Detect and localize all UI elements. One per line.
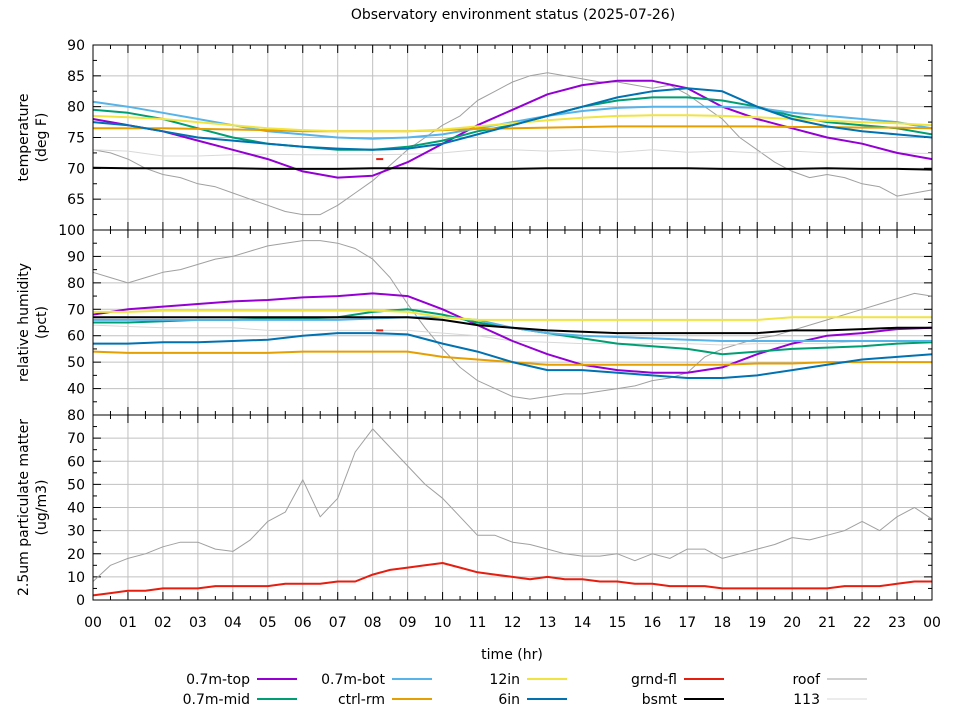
legend-item: 0.7m-bot — [321, 672, 432, 688]
y-tick-label: 70 — [67, 431, 85, 447]
x-tick-label: 18 — [713, 615, 731, 631]
y-tick-label: 65 — [67, 192, 85, 208]
y-tick-label: 80 — [67, 408, 85, 424]
legend-label: 12in — [489, 672, 520, 688]
legend-item: 0.7m-top — [186, 672, 297, 688]
x-tick-label: 04 — [224, 615, 242, 631]
x-tick-label: 00 — [84, 615, 102, 631]
x-axis-label: time (hr) — [481, 647, 543, 663]
x-tick-label: 23 — [888, 615, 906, 631]
y-tick-label: 75 — [67, 131, 85, 147]
y-tick-label: 100 — [58, 223, 85, 239]
x-tick-label: 13 — [539, 615, 557, 631]
x-tick-label: 12 — [504, 615, 522, 631]
legend-item: 12in — [489, 672, 567, 688]
y-tick-label: 80 — [67, 100, 85, 116]
y-tick-label: 20 — [67, 547, 85, 563]
x-tick-label: 08 — [364, 615, 382, 631]
y-tick-label: 90 — [67, 38, 85, 54]
legend-label: 113 — [793, 692, 820, 708]
y-axis-label: 2.5um particulate matter — [16, 419, 32, 596]
y-tick-label: 70 — [67, 302, 85, 318]
legend-item: roof — [792, 672, 867, 688]
y-tick-label: 40 — [67, 501, 85, 517]
chart-title: Observatory environment status (2025-07-… — [351, 7, 675, 23]
legend: 0.7m-top 0.7m-mid 0.7m-bot ctrl-rm 12in 6in gr… — [183, 672, 867, 708]
y-tick-label: 80 — [67, 276, 85, 292]
x-tick-label: 15 — [608, 615, 626, 631]
y-axis-label: relative humidity — [16, 263, 32, 382]
y-axis-label-unit: (deg F) — [34, 113, 50, 163]
legend-item: 6in — [498, 692, 567, 708]
x-tick-label: 19 — [748, 615, 766, 631]
x-tick-label: 00 — [923, 615, 941, 631]
y-tick-label: 85 — [67, 69, 85, 85]
panel-2: 0 10 20 30 40 50 60 70 80 2.5um particulate matte… — [16, 408, 932, 609]
legend-item: 113 — [793, 692, 867, 708]
x-tick-label: 01 — [119, 615, 137, 631]
legend-label: roof — [792, 672, 821, 688]
x-tick-label: 03 — [189, 615, 207, 631]
legend-label: bsmt — [642, 692, 678, 708]
legend-item: bsmt — [642, 692, 724, 708]
x-tick-label: 20 — [783, 615, 801, 631]
legend-label: 0.7m-bot — [321, 672, 385, 688]
panel-1: 40 50 60 70 80 90 100 relative humidity (pct) — [16, 223, 932, 415]
y-tick-label: 50 — [67, 477, 85, 493]
legend-item: 0.7m-mid — [183, 692, 297, 708]
series-line-bsmt — [93, 168, 932, 170]
x-tick-label: 09 — [399, 615, 417, 631]
x-tick-label: 11 — [469, 615, 487, 631]
y-tick-label: 60 — [67, 454, 85, 470]
x-tick-label: 17 — [678, 615, 696, 631]
legend-item: ctrl-rm — [338, 692, 432, 708]
x-tick-label: 16 — [643, 615, 661, 631]
y-tick-label: 0 — [76, 593, 85, 609]
legend-label: 0.7m-top — [186, 672, 250, 688]
x-tick-label: 22 — [853, 615, 871, 631]
panel-0: 65 70 75 80 85 90 temperature (deg F) — [16, 38, 932, 230]
legend-label: grnd-fl — [631, 672, 677, 688]
y-axis-label-unit: (pct) — [34, 306, 50, 339]
y-tick-label: 10 — [67, 570, 85, 586]
x-tick-label: 02 — [154, 615, 172, 631]
y-tick-label: 60 — [67, 329, 85, 345]
y-axis-label-unit: (ug/m3) — [34, 480, 50, 536]
legend-label: 0.7m-mid — [183, 692, 250, 708]
x-tick-label: 06 — [294, 615, 312, 631]
y-tick-label: 30 — [67, 524, 85, 540]
legend-label: 6in — [498, 692, 520, 708]
x-tick-label: 05 — [259, 615, 277, 631]
x-tick-label: 21 — [818, 615, 836, 631]
y-axis-label: temperature — [16, 94, 32, 182]
x-tick-label: 07 — [329, 615, 347, 631]
y-tick-label: 90 — [67, 249, 85, 265]
x-tick-label: 10 — [434, 615, 452, 631]
legend-item: grnd-fl — [631, 672, 724, 688]
x-tick-label: 14 — [574, 615, 592, 631]
y-tick-label: 50 — [67, 355, 85, 371]
legend-label: ctrl-rm — [338, 692, 385, 708]
y-tick-label: 40 — [67, 382, 85, 398]
y-tick-label: 70 — [67, 161, 85, 177]
